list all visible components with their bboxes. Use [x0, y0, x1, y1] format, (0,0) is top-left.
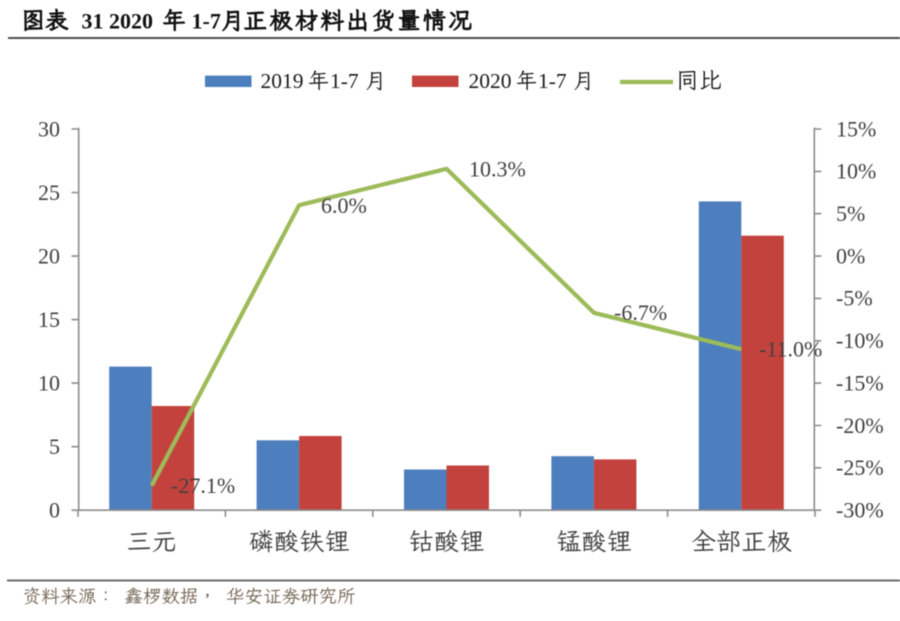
svg-text:-10%: -10%	[836, 328, 884, 353]
svg-text:2020: 2020	[469, 69, 512, 93]
svg-text:-25%: -25%	[836, 455, 884, 480]
svg-text:-30%: -30%	[836, 498, 884, 523]
svg-text:20: 20	[38, 243, 60, 268]
svg-text:15: 15	[38, 307, 60, 332]
svg-text:-15%: -15%	[836, 370, 884, 395]
svg-text:31 2020: 31 2020	[82, 9, 154, 34]
svg-text:-27.1%: -27.1%	[171, 473, 235, 498]
svg-text:1-7: 1-7	[192, 9, 221, 34]
svg-text:1-7: 1-7	[538, 69, 567, 93]
svg-text:25: 25	[38, 180, 60, 205]
svg-text:30: 30	[38, 116, 60, 141]
svg-text:-20%: -20%	[836, 413, 884, 438]
svg-text:15%: 15%	[836, 116, 876, 141]
svg-text:-6.7%: -6.7%	[614, 300, 667, 325]
svg-text:-11.0%: -11.0%	[759, 337, 822, 362]
svg-text:10: 10	[38, 370, 60, 395]
svg-text:-5%: -5%	[836, 286, 873, 311]
svg-text:10%: 10%	[836, 159, 876, 184]
svg-text:6.0%: 6.0%	[321, 193, 367, 218]
svg-text:0%: 0%	[836, 243, 865, 268]
svg-text:1-7: 1-7	[330, 69, 359, 93]
svg-text:2019: 2019	[261, 69, 304, 93]
svg-text:10.3%: 10.3%	[469, 156, 526, 181]
svg-text:5: 5	[49, 434, 60, 459]
svg-text:5%: 5%	[836, 201, 865, 226]
svg-text:0: 0	[49, 498, 60, 523]
